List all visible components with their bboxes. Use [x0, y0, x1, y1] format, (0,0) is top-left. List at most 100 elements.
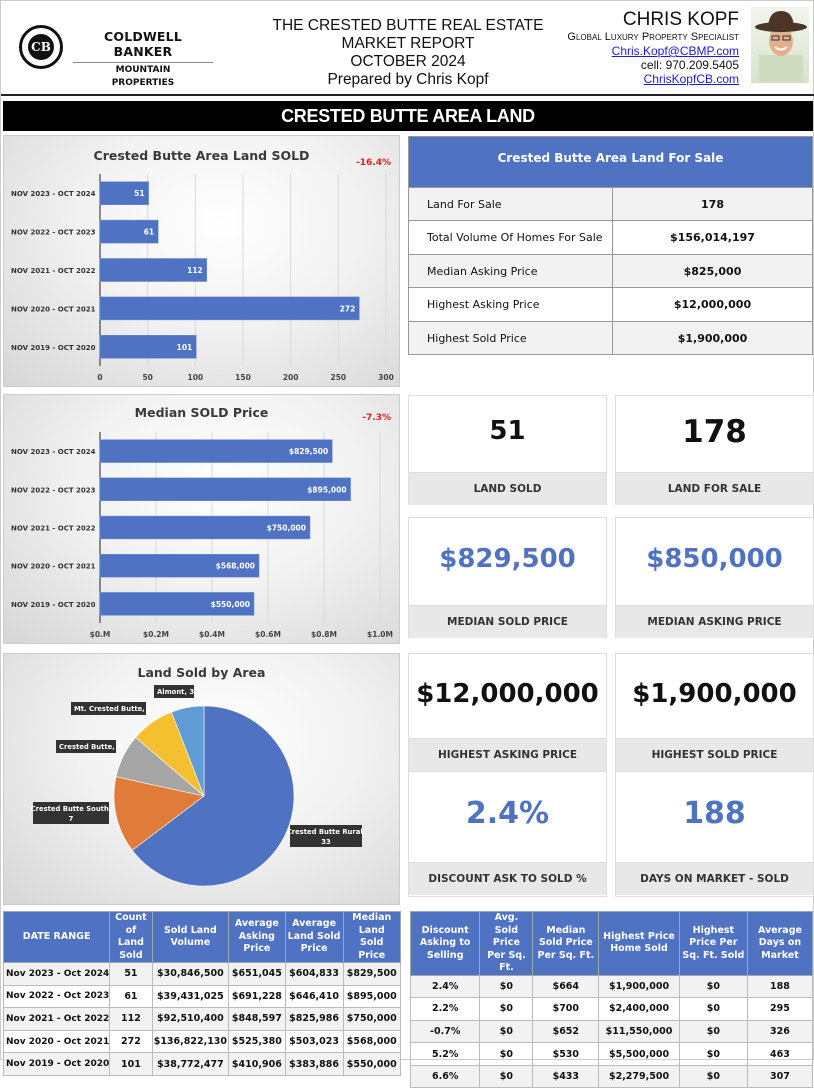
table-cell: $646,410	[284, 984, 344, 1009]
agent-name: CHRIS KOPF	[622, 9, 739, 30]
category-label: NOV 2019 - OCT 2020	[11, 344, 96, 352]
kpi-card-highest-sold-price: $1,900,000 HIGHEST SOLD PRICE	[615, 653, 814, 771]
x-tick-label: $1.0M	[367, 630, 393, 639]
column-header: Count of Land Sold	[109, 911, 153, 963]
brand-name: COLDWELL BANKER	[73, 29, 213, 63]
kpi-card-land-for-sale: 178 LAND FOR SALE	[615, 395, 814, 505]
kpi-card-days-on-market: 188 DAYS ON MARKET - SOLD	[615, 771, 814, 897]
category-label: NOV 2023 - OCT 2024	[11, 190, 96, 198]
column-header: Median Sold Price Per Sq. Ft.	[532, 911, 600, 976]
table-row: Nov 2022 - Oct 2023 61 $39,431,025 $691,228…	[2, 984, 401, 1009]
agent-contact: CHRIS KOPF Global Luxury Property Specia…	[567, 9, 739, 86]
table-cell: -0.7%	[409, 1019, 481, 1044]
table-cell: $0	[678, 1064, 748, 1088]
agent-email-link[interactable]: Chris.Kopf@CBMP.com	[611, 44, 739, 58]
data-label-value: 33	[321, 838, 331, 846]
column-header: Discount Asking to Selling	[409, 911, 481, 976]
report-title-line: MARKET REPORT	[341, 35, 475, 52]
logo-monogram: CB	[28, 34, 54, 60]
pie-slice	[131, 705, 295, 887]
table-cell: 2.4%	[409, 974, 481, 999]
x-tick-label: 0	[97, 373, 102, 382]
change-percent: -7.3%	[362, 413, 391, 423]
row-label: Median Asking Price	[409, 254, 613, 288]
column-header: DATE RANGE	[2, 911, 111, 963]
category-label: NOV 2022 - OCT 2023	[11, 229, 96, 237]
table-row: Total Volume Of Homes For Sale $156,014,1…	[409, 220, 812, 254]
table-cell: $604,833	[284, 962, 344, 986]
row-value: $156,014,197	[670, 231, 755, 245]
column-header: Sold Land Volume	[151, 911, 230, 963]
data-label: Crested Butte Rural,	[287, 828, 366, 836]
chart-title: Median SOLD Price	[134, 405, 269, 420]
bar	[99, 477, 351, 502]
land-sold-bar-chart: 0 50 100 150 200 250 300 51 NOV 2023 - OCT 2024 6…	[11, 174, 394, 382]
data-label-box	[154, 685, 194, 698]
category-label: NOV 2022 - OCT 2023	[11, 486, 96, 494]
table-cell: $0	[479, 997, 534, 1021]
x-tick-label: 300	[378, 373, 394, 382]
brand-sub-1: MOUNTAIN	[115, 65, 171, 75]
kpi-value: $1,900,000	[632, 679, 797, 709]
table-cell: $2,279,500	[598, 1064, 680, 1088]
brand-sub-2: PROPERTIES	[111, 78, 175, 88]
kpi-card-discount: 2.4% DISCOUNT ASK TO SOLD %	[408, 771, 607, 897]
table-cell: Nov 2020 - Oct 2021	[2, 1029, 111, 1054]
table-cell: 101	[109, 1052, 153, 1076]
land-sold-chart-panel: Crested Butte Area Land SOLD -16.4% 0 50 1…	[3, 135, 400, 387]
bar-value-label: 61	[144, 228, 154, 237]
row-value: 178	[701, 198, 724, 211]
column-header: Median Land Sold Price	[342, 911, 401, 963]
kpi-label: HIGHEST ASKING PRICE	[409, 738, 606, 771]
bar-value-label: 101	[177, 343, 193, 352]
table-cell: $652	[532, 1019, 600, 1044]
bar	[99, 296, 360, 321]
bar-value-label: 272	[340, 304, 356, 313]
report-date: OCTOBER 2024	[350, 53, 466, 70]
agent-photo	[751, 7, 809, 83]
row-value: $1,900,000	[677, 331, 748, 345]
kpi-value: 51	[489, 416, 526, 446]
table-cell: $829,500	[342, 962, 401, 986]
table-cell: $433	[532, 1064, 600, 1088]
table-cell: 326	[746, 1019, 814, 1044]
sold-history-table: DATE RANGE Count of Land Sold Sold Land Vo…	[2, 911, 401, 1076]
table-cell: $550,000	[342, 1052, 401, 1076]
bar	[99, 439, 333, 463]
agent-portrait-icon	[755, 11, 807, 83]
table-cell: $664	[532, 974, 600, 999]
data-label-box	[56, 740, 116, 753]
table-cell: $0	[678, 1042, 748, 1066]
table-cell: $848,597	[228, 1007, 286, 1031]
table-row: Nov 2019 - Oct 2020 101 $38,772,477 $410,90…	[2, 1052, 401, 1076]
table-cell: $2,400,000	[598, 997, 680, 1021]
bar-value-label: $895,000	[307, 485, 346, 494]
report-title-line: THE CRESTED BUTTE REAL ESTATE	[272, 17, 544, 34]
table-cell: $651,045	[228, 962, 286, 986]
kpi-value: $850,000	[646, 544, 783, 574]
pie-slice	[171, 705, 205, 797]
cb-global-luxury-logo-icon: CB	[19, 25, 63, 69]
row-label: Highest Asking Price	[409, 288, 613, 321]
column-header: Highest Price Home Sold	[598, 911, 680, 976]
bar	[99, 592, 255, 616]
table-cell: 112	[109, 1007, 153, 1031]
table-cell: $750,000	[342, 1007, 401, 1031]
land-by-area-chart-panel: Land Sold by Area Crested Butte Rural, 33…	[3, 653, 400, 905]
table-row: 5.2% $0 $530 $5,500,000 $0 463	[409, 1042, 814, 1066]
x-tick-label: 200	[283, 373, 299, 382]
column-header: Highest Price Per Sq. Ft. Sold	[678, 911, 748, 976]
table-cell: Nov 2019 - Oct 2020	[2, 1052, 111, 1076]
agent-website-link[interactable]: ChrisKopfCB.com	[643, 72, 739, 86]
table-cell: 272	[109, 1029, 153, 1054]
table-cell: $0	[678, 997, 748, 1021]
column-header: Average Land Sold Price	[284, 911, 344, 963]
kpi-label: MEDIAN SOLD PRICE	[409, 605, 606, 638]
table-cell: 463	[746, 1042, 814, 1066]
table-cell: $38,772,477	[151, 1052, 230, 1076]
table-row: Nov 2021 - Oct 2022 112 $92,510,400 $848,59…	[2, 1007, 401, 1031]
table-cell: 5.2%	[409, 1042, 481, 1066]
bar	[99, 258, 208, 282]
table-row: Nov 2020 - Oct 2021 272 $136,822,130 $525,3…	[2, 1029, 401, 1054]
sold-metrics-table: Discount Asking to Selling Avg. Sold Pric…	[409, 911, 814, 1088]
